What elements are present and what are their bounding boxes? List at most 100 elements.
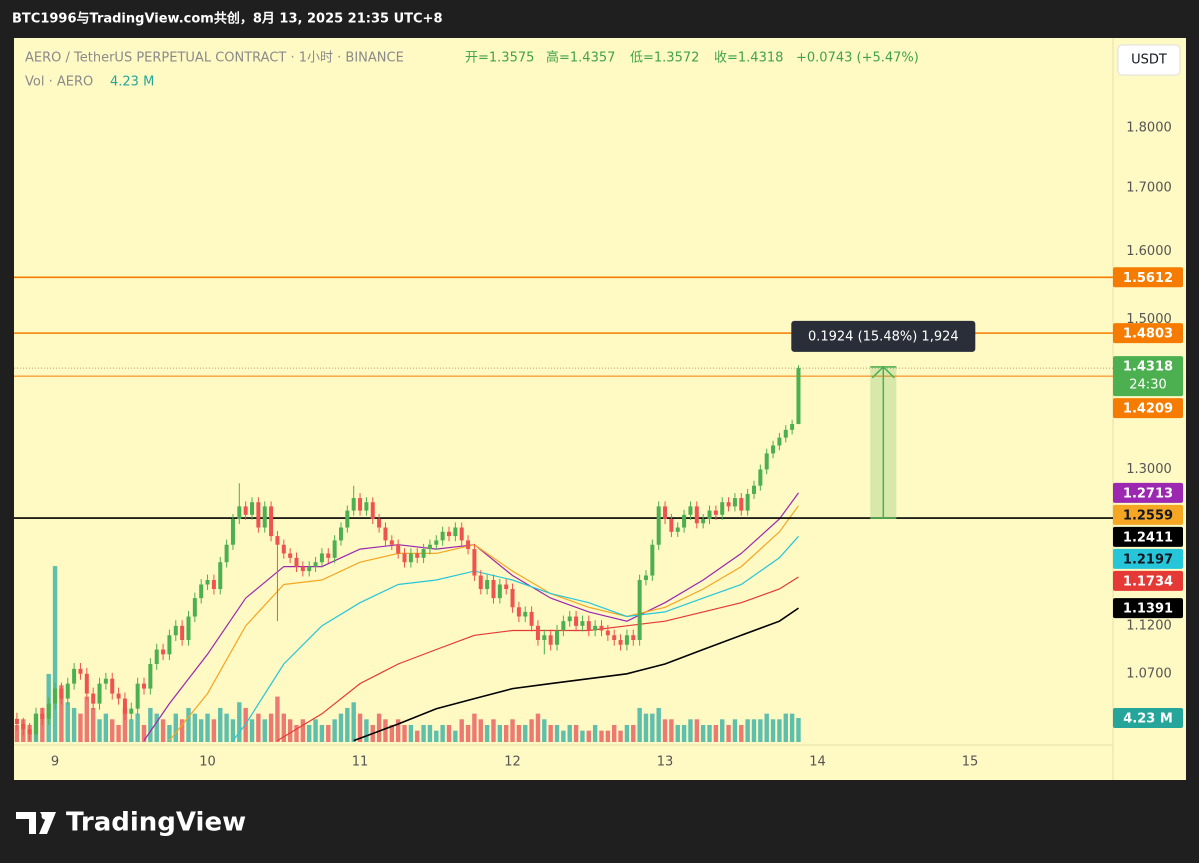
volume-bar xyxy=(459,719,464,742)
volume-bar xyxy=(434,730,439,742)
candle-body xyxy=(72,668,77,684)
price-badge xyxy=(1113,398,1183,419)
moving-average-line xyxy=(353,607,799,742)
candle-body xyxy=(199,584,204,599)
volume-bar xyxy=(218,707,223,742)
candle-body xyxy=(574,616,579,626)
price-badge-label: 1.2713 xyxy=(1123,486,1173,501)
x-tick-label: 9 xyxy=(51,755,59,770)
candle-body xyxy=(663,506,668,520)
volume-bar xyxy=(789,713,795,742)
candle-body xyxy=(59,688,64,699)
ohlc-high: 高=1.4357 xyxy=(546,50,615,66)
volume-bar xyxy=(796,717,801,742)
volume-bar xyxy=(224,713,229,742)
candle-body xyxy=(586,621,591,631)
x-tick-label: 10 xyxy=(199,755,216,770)
volume-bar xyxy=(605,730,611,742)
candle-body xyxy=(612,635,617,640)
volume-bar xyxy=(453,730,458,742)
volume-bar xyxy=(675,724,680,742)
candle-body xyxy=(122,698,127,714)
candle-body xyxy=(751,485,756,494)
candle-body xyxy=(758,469,763,486)
candle-body xyxy=(567,616,572,622)
volume-bar xyxy=(173,713,178,742)
price-badge xyxy=(1113,570,1183,591)
y-tick-label: 1.1200 xyxy=(1126,618,1172,633)
candle-body xyxy=(129,708,134,714)
candle-body xyxy=(370,502,375,520)
volume-bar xyxy=(14,724,20,742)
candle-body xyxy=(326,553,331,558)
price-badge-label: 1.1391 xyxy=(1123,602,1173,617)
candle-body xyxy=(345,510,350,528)
volume-bar xyxy=(643,713,649,742)
volume-bar xyxy=(592,724,598,742)
candle-body xyxy=(415,553,420,558)
volume-bar xyxy=(427,724,433,742)
volume-bar xyxy=(326,724,331,742)
candle-body xyxy=(701,519,706,524)
candle-body xyxy=(110,678,115,694)
candle-body xyxy=(675,527,680,532)
volume-bar xyxy=(783,713,788,742)
volume-bar xyxy=(71,707,77,742)
volume-bar xyxy=(510,719,515,742)
candle-body xyxy=(224,544,229,563)
candle-body xyxy=(14,718,19,724)
measure-arrowhead xyxy=(871,365,895,379)
candle-body xyxy=(542,635,547,640)
candle-body xyxy=(707,510,712,520)
measure-label-box xyxy=(791,320,976,352)
volume-bar xyxy=(586,730,591,742)
volume-bar xyxy=(681,724,687,742)
price-badge xyxy=(1113,548,1183,569)
y-tick-label: 1.6000 xyxy=(1126,244,1172,259)
price-badge-label: 1.4803 xyxy=(1123,327,1173,342)
candle-body xyxy=(294,557,299,567)
price-badge-label: 1.5612 xyxy=(1123,271,1173,286)
candle-body xyxy=(764,453,769,470)
price-badge xyxy=(1113,482,1183,503)
candle-body xyxy=(358,498,363,511)
candle-body xyxy=(192,598,197,617)
volume-bar xyxy=(383,719,388,742)
volume-bar xyxy=(262,719,267,742)
volume-bar xyxy=(364,719,369,742)
volume-bar xyxy=(631,724,636,742)
candle-body xyxy=(427,544,432,550)
candle-body xyxy=(78,668,83,674)
candle-body xyxy=(256,502,261,528)
candle-body xyxy=(281,544,286,554)
price-badge xyxy=(1113,504,1183,525)
candle-body xyxy=(669,519,674,532)
moving-average-line xyxy=(232,535,799,741)
candle-body xyxy=(510,589,515,608)
candle-body xyxy=(535,625,540,640)
candle-body xyxy=(84,673,89,694)
price-badge xyxy=(1113,598,1183,619)
plot-background xyxy=(14,38,1186,780)
volume-bar xyxy=(694,719,700,742)
volume-bar xyxy=(618,730,623,742)
candle-body xyxy=(491,580,496,599)
volume-bar xyxy=(535,713,541,742)
price-badge-label: 1.2197 xyxy=(1123,552,1173,567)
price-badge xyxy=(1113,356,1183,397)
volume-bar xyxy=(637,707,642,742)
volume-bar xyxy=(484,724,490,742)
candle-body xyxy=(319,553,324,563)
candle-body xyxy=(446,531,451,537)
candle-body xyxy=(269,506,274,537)
y-tick-label: 1.0700 xyxy=(1126,666,1172,681)
currency-button[interactable] xyxy=(1117,44,1181,76)
volume-bar xyxy=(59,685,64,742)
volume-bar xyxy=(561,730,566,742)
candle-body xyxy=(656,506,661,545)
volume-bar xyxy=(700,724,706,742)
candle-body xyxy=(91,693,96,704)
volume-bar xyxy=(338,713,344,742)
volume-bar xyxy=(650,713,655,742)
candle-body xyxy=(288,553,293,558)
